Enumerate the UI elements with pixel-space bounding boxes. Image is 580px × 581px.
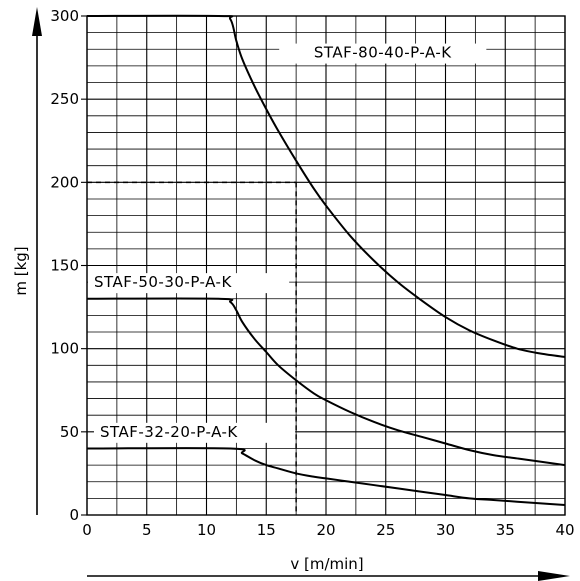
x-tick-label: 30 — [436, 521, 455, 539]
y-tick-label: 50 — [60, 423, 79, 441]
y-tick-label: 100 — [50, 340, 79, 358]
series-labels: STAF-80-40-P-A-K STAF-50-30-P-A-K STAF-32-… — [88, 43, 487, 443]
x-tick-labels: 0 5 10 15 20 25 30 35 40 — [82, 521, 574, 539]
series-label-bg — [279, 43, 487, 64]
x-axis-label: v [m/min] — [290, 555, 363, 573]
series-lines — [86, 14, 566, 507]
y-tick-label: 200 — [50, 173, 79, 191]
series-label: STAF-80-40-P-A-K — [314, 44, 452, 62]
x-axis-arrowhead — [538, 571, 570, 581]
grid — [81, 15, 566, 516]
x-tick-label: 0 — [82, 521, 92, 539]
y-tick-label: 0 — [69, 506, 79, 524]
series-label-bg — [88, 273, 290, 294]
y-tick-labels: 0 50 100 150 200 250 300 — [50, 7, 79, 524]
series-line-1 — [86, 14, 566, 358]
x-tick-label: 15 — [257, 521, 276, 539]
y-tick-label: 300 — [50, 7, 79, 25]
x-tick-label: 35 — [496, 521, 515, 539]
x-tick-label: 20 — [316, 521, 335, 539]
series-line-2 — [86, 297, 566, 467]
y-tick-label: 250 — [50, 90, 79, 108]
x-tick-label: 10 — [197, 521, 216, 539]
x-tick-label: 25 — [376, 521, 395, 539]
y-tick-label: 150 — [50, 257, 79, 275]
y-axis-arrowhead — [32, 7, 42, 36]
y-axis-label: m [kg] — [12, 246, 30, 295]
reference-lines — [87, 181, 297, 515]
x-tick-label: 5 — [142, 521, 152, 539]
series-line-3 — [86, 447, 566, 507]
series-label: STAF-32-20-P-A-K — [100, 423, 238, 441]
x-tick-label: 40 — [555, 521, 574, 539]
series-label: STAF-50-30-P-A-K — [94, 273, 232, 291]
series-label-bg — [93, 422, 296, 443]
